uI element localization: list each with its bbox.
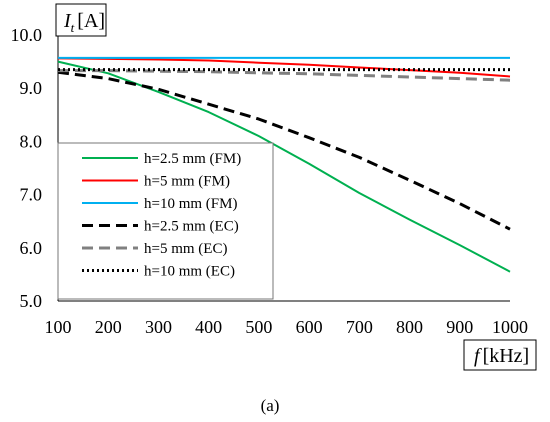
x-tick-label: 400 [195, 317, 222, 337]
x-axis-label-symbol: f [474, 345, 482, 367]
x-tick-label: 200 [95, 317, 122, 337]
x-tick-label: 100 [45, 317, 72, 337]
y-tick-label: 9.0 [20, 78, 43, 98]
axis-labels: It [A] f [kHz] [55, 3, 537, 371]
plot-area: 5.0 6.0 7.0 8.0 9.0 10.0 100 200 300 400 500 600 700… [11, 25, 529, 337]
x-axis-label: f [kHz] [474, 345, 529, 367]
y-tick-label: 6.0 [20, 238, 43, 258]
legend-label: h=2.5 mm (EC) [144, 219, 239, 235]
legend-box [57, 142, 274, 300]
x-tick-label: 500 [245, 317, 272, 337]
legend-label: h=10 mm (EC) [144, 264, 235, 280]
x-tick-label: 800 [396, 317, 423, 337]
y-tick-label: 8.0 [20, 131, 43, 151]
y-axis-label-unit: [A] [77, 10, 105, 32]
x-tick-label: 900 [446, 317, 473, 337]
x-tick-label: 1000 [492, 317, 528, 337]
x-tick-label: 600 [296, 317, 323, 337]
legend: h=2.5 mm (FM) h=5 mm (FM) h=10 mm (FM) h=2.… [57, 142, 274, 300]
y-axis-label-box [55, 3, 107, 37]
y-axis-label: It [A] [63, 10, 105, 35]
x-axis-label-box [463, 339, 537, 371]
y-axis-label-subscript: t [71, 20, 75, 35]
series-layer [57, 56, 511, 273]
y-tick-label: 10.0 [11, 25, 43, 45]
legend-label: h=2.5 mm (FM) [144, 151, 241, 167]
legend-label: h=10 mm (FM) [144, 196, 237, 212]
y-tick-label: 7.0 [20, 185, 43, 205]
y-axis-label-symbol: I [63, 10, 72, 32]
y-tick-label: 5.0 [20, 291, 43, 311]
legend-label: h=5 mm (EC) [144, 241, 227, 257]
x-tick-label: 300 [145, 317, 172, 337]
legend-label: h=5 mm (FM) [144, 174, 230, 190]
figure-caption: (a) [261, 396, 280, 415]
x-axis-label-unit: [kHz] [483, 345, 530, 367]
series-line-4 [57, 70, 511, 231]
series-line-2 [57, 57, 511, 78]
x-tick-label: 700 [346, 317, 373, 337]
